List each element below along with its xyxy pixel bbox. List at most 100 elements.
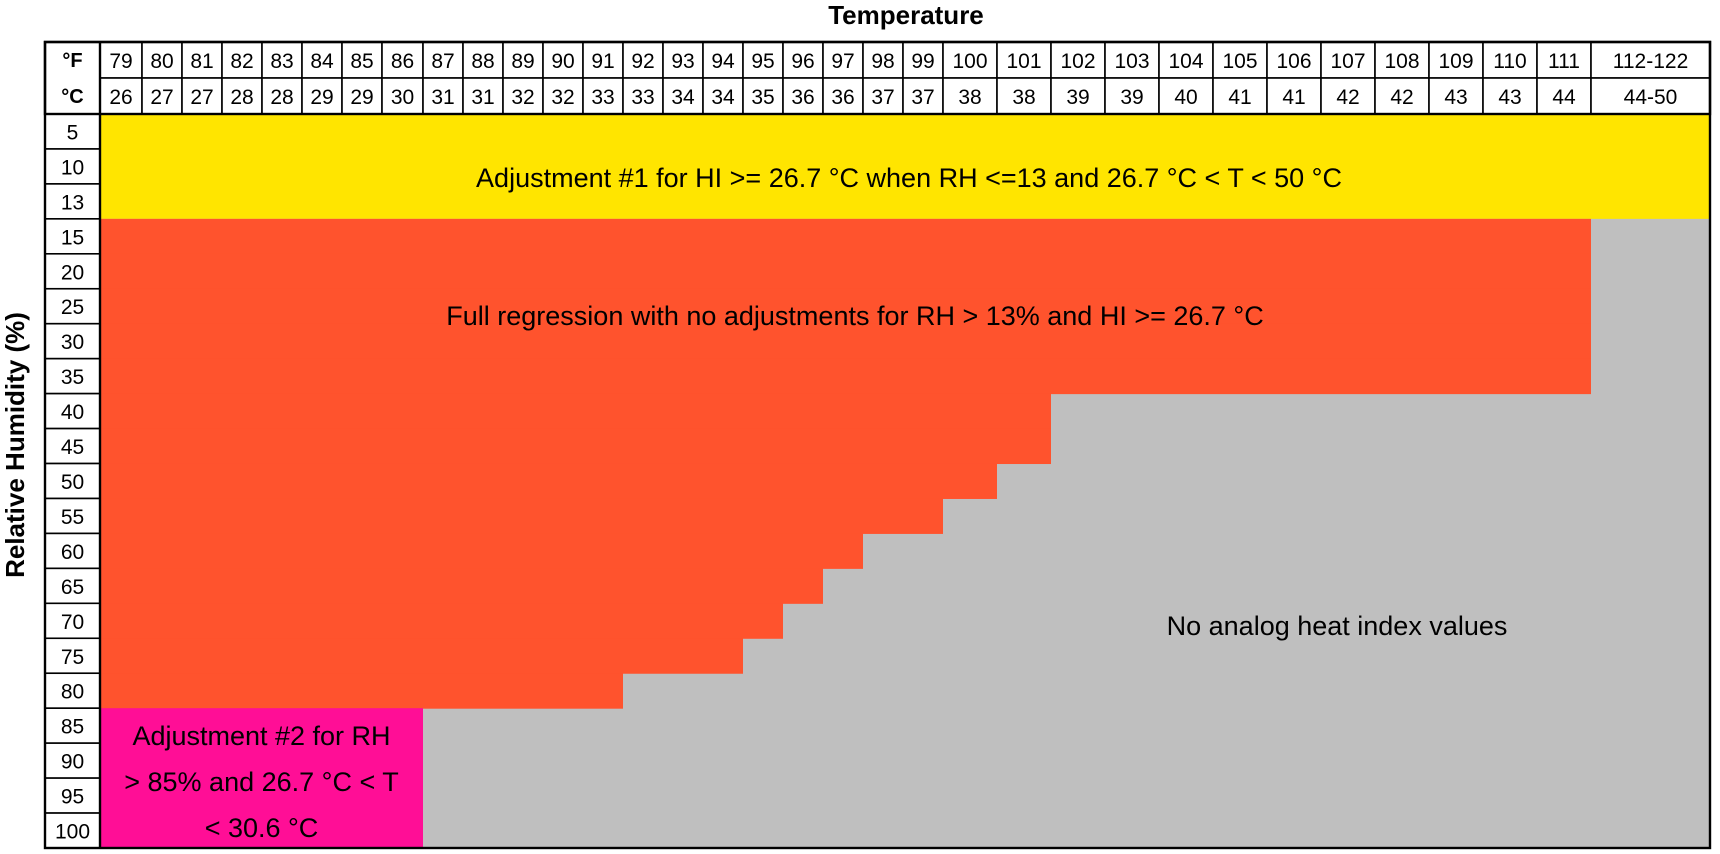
humidity-tick-label: 10: [61, 156, 84, 179]
fahrenheit-tick-label: 110: [1493, 50, 1526, 73]
humidity-row-cell: [44, 672, 101, 709]
celsius-header-cell: [1050, 77, 1106, 115]
fahrenheit-header-cell: [1374, 41, 1430, 79]
fahrenheit-header-cell: [996, 41, 1052, 79]
humidity-tick-label: 70: [61, 611, 84, 634]
celsius-header-cell: [381, 77, 424, 115]
celsius-unit-label: °C: [61, 86, 83, 108]
fahrenheit-tick-label: 84: [310, 50, 334, 73]
celsius-tick-label: 41: [1282, 86, 1305, 109]
fahrenheit-header-cell: [1212, 41, 1268, 79]
humidity-row-cell: [44, 253, 101, 290]
humidity-tick-label: 20: [61, 261, 84, 284]
full-regression-cell-row: [100, 568, 823, 604]
fahrenheit-tick-label: 100: [952, 50, 987, 73]
celsius-tick-label: 35: [751, 86, 774, 109]
celsius-tick-label: 33: [591, 86, 614, 109]
y-axis-label: Relative Humidity (%): [0, 312, 30, 578]
fahrenheit-tick-label: 91: [591, 50, 614, 73]
fahrenheit-tick-label: 82: [230, 50, 253, 73]
celsius-tick-label: 31: [471, 86, 494, 109]
fahrenheit-tick-label: 112-122: [1613, 50, 1689, 73]
fahrenheit-header-cell: [662, 41, 704, 79]
humidity-tick-label: 25: [61, 296, 84, 319]
celsius-tick-label: 31: [431, 86, 454, 109]
fahrenheit-tick-label: 92: [631, 50, 654, 73]
full-regression-cell-row: [100, 323, 1591, 360]
fahrenheit-tick-label: 93: [671, 50, 694, 73]
full-regression-cell-row: [100, 428, 1051, 465]
fahrenheit-tick-label: 103: [1114, 50, 1149, 73]
humidity-row-cell: [44, 322, 101, 360]
fahrenheit-tick-label: 107: [1330, 50, 1365, 73]
region-labels: Adjustment #1 for HI >= 26.7 °C when RH …: [124, 163, 1507, 843]
celsius-header-cell: [996, 77, 1052, 115]
full-regression-cell-row: [100, 218, 1591, 255]
full-regression-cell-row: [100, 463, 997, 499]
humidity-tick-label: 65: [61, 576, 84, 599]
adjustment-2-label-line: Adjustment #2 for RH: [132, 721, 390, 751]
humidity-tick-label: 30: [61, 331, 84, 354]
full-regression-cell-row: [100, 498, 943, 534]
humidity-tick-label: 5: [67, 121, 79, 144]
fahrenheit-tick-label: 85: [350, 50, 373, 73]
full-regression-cell-row: [100, 358, 1591, 395]
outer-frame: [43, 40, 1712, 850]
celsius-tick-label: 44-50: [1624, 86, 1678, 109]
fahrenheit-tick-label: 108: [1384, 50, 1419, 73]
fahrenheit-header-cell: [1104, 41, 1160, 79]
adjustment-2-label-line: > 85% and 26.7 °C < T: [124, 767, 398, 797]
fahrenheit-header-cell: [1428, 41, 1484, 79]
fahrenheit-tick-label: 80: [150, 50, 173, 73]
full-regression-cell-row: [100, 638, 743, 674]
celsius-tick-label: 29: [350, 86, 373, 109]
fahrenheit-tick-label: 79: [109, 50, 132, 73]
adjustment-1-label: Adjustment #1 for HI >= 26.7 °C when RH …: [476, 163, 1342, 193]
celsius-tick-label: 34: [711, 86, 735, 109]
fahrenheit-tick-label: 87: [431, 50, 454, 73]
fahrenheit-tick-label: 88: [471, 50, 494, 73]
celsius-tick-label: 34: [671, 86, 695, 109]
adjustment-2-region: [100, 708, 423, 848]
celsius-tick-label: 40: [1174, 86, 1197, 109]
celsius-header-cell: [301, 77, 343, 115]
fahrenheit-header-cell: [1266, 41, 1322, 79]
chart-title: Temperature: [828, 0, 984, 30]
celsius-tick-label: 38: [958, 86, 981, 109]
humidity-tick-label: 35: [61, 366, 84, 389]
fahrenheit-tick-label: 83: [270, 50, 293, 73]
fahrenheit-tick-label: 86: [391, 50, 414, 73]
humidity-row-cell: [44, 218, 101, 255]
no-analog-label: No analog heat index values: [1167, 611, 1508, 641]
full-regression-cell-row: [100, 288, 1591, 325]
celsius-tick-label: 27: [190, 86, 213, 109]
celsius-tick-label: 28: [230, 86, 253, 109]
full-regression-cell-row: [100, 673, 623, 709]
fahrenheit-tick-label: 111: [1548, 50, 1580, 73]
celsius-tick-label: 32: [511, 86, 534, 109]
fahrenheit-tick-label: 98: [871, 50, 894, 73]
table-frame: [43, 40, 1712, 850]
celsius-header-cell: [261, 77, 303, 115]
fahrenheit-tick-label: 94: [711, 50, 735, 73]
celsius-tick-label: 41: [1228, 86, 1251, 109]
celsius-tick-label: 39: [1120, 86, 1143, 109]
fahrenheit-tick-label: 106: [1276, 50, 1311, 73]
celsius-header-cell: [1212, 77, 1268, 115]
region-cells: [100, 114, 1710, 848]
humidity-tick-label: 80: [61, 681, 84, 704]
fahrenheit-header-cell: [462, 41, 504, 79]
full-regression-cell-row: [100, 393, 1051, 430]
humidity-tick-label: 95: [61, 786, 84, 809]
humidity-tick-label: 15: [61, 226, 84, 249]
celsius-header-cell: [221, 77, 263, 115]
full-regression-label: Full regression with no adjustments for …: [446, 301, 1263, 331]
adjustment-1-region: [100, 114, 1710, 219]
fahrenheit-tick-label: 109: [1438, 50, 1473, 73]
celsius-header-cell: [181, 77, 223, 115]
fahrenheit-unit-label: °F: [62, 50, 82, 72]
humidity-tick-label: 55: [61, 506, 84, 529]
fahrenheit-tick-label: 105: [1222, 50, 1257, 73]
full-regression-cell-row: [100, 533, 863, 569]
